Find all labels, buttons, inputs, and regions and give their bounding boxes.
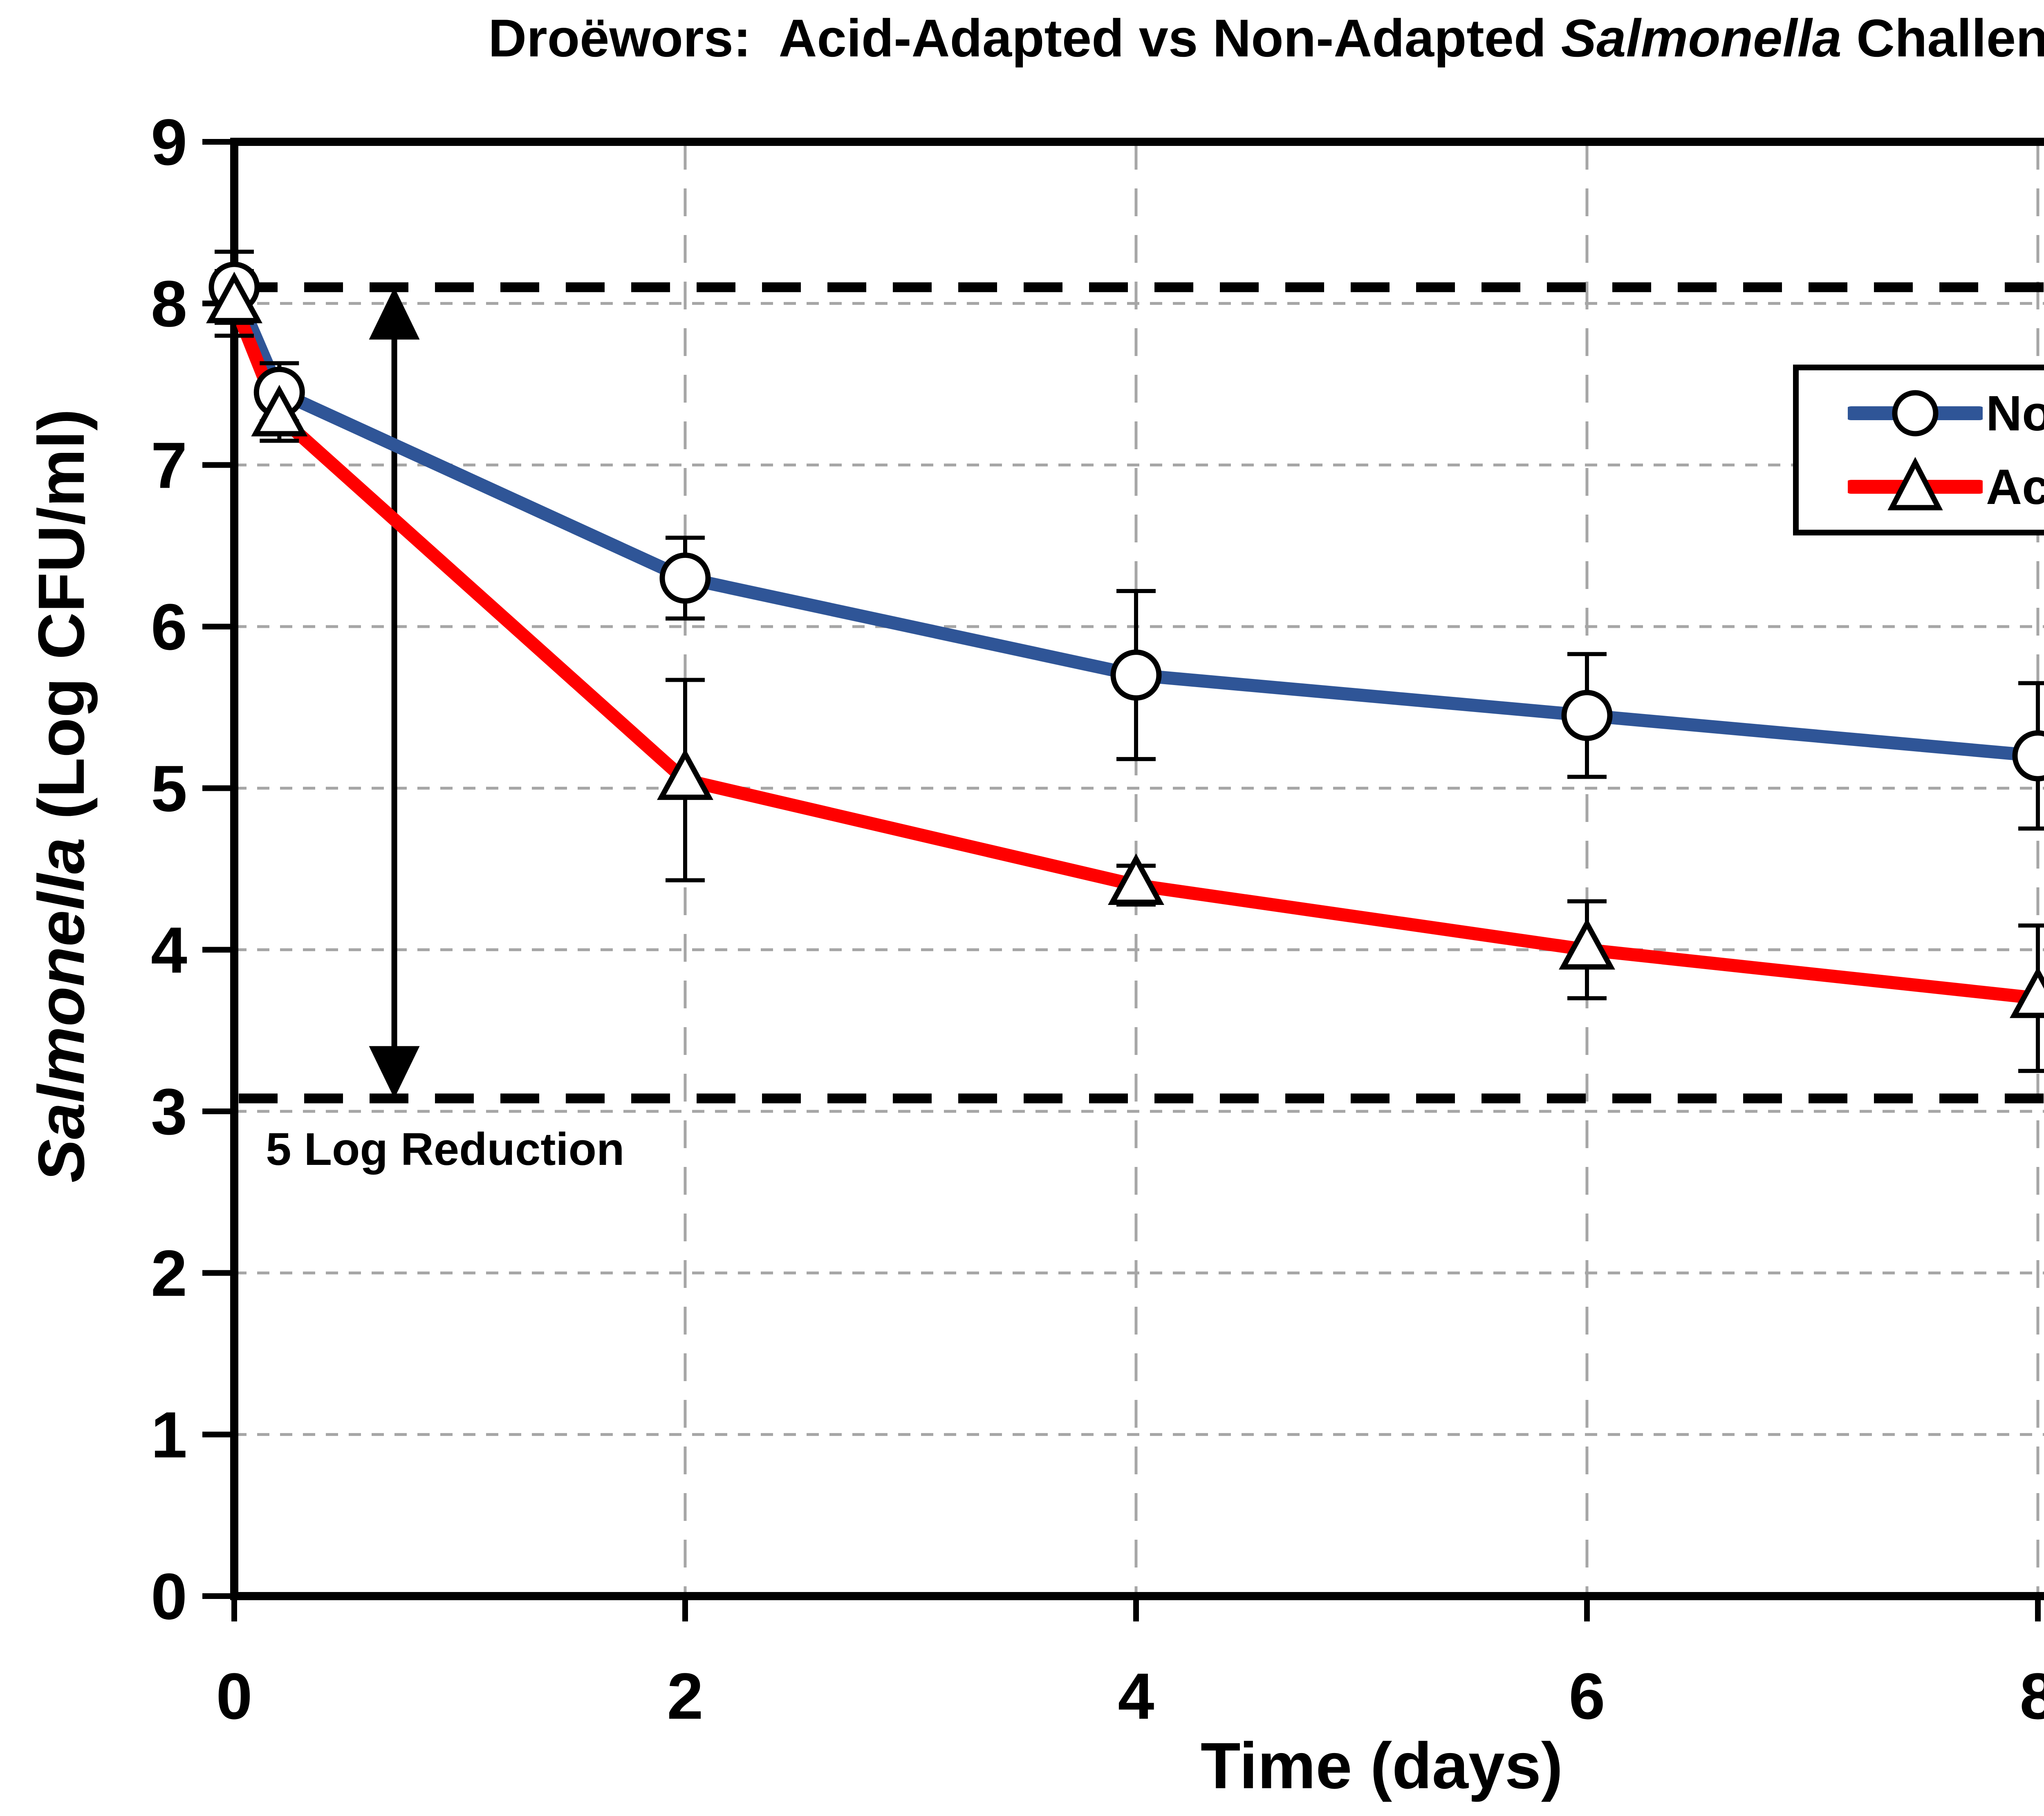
legend-item-non-adapted: Non-Adapted [1848, 383, 2044, 444]
svg-text:4: 4 [1118, 1659, 1154, 1733]
svg-text:9: 9 [151, 105, 187, 179]
chart-title-italic: Salmonella [1561, 8, 1842, 68]
svg-text:3: 3 [151, 1075, 187, 1148]
legend-label-non-adapted: Non-Adapted [1986, 385, 2044, 441]
legend-label-acid-adapted: Acid-Adapted [1986, 459, 2044, 515]
acid-adapted-line-triangle-icon [1848, 457, 1983, 511]
legend-item-acid-adapted: Acid-Adapted [1848, 456, 2044, 517]
svg-text:2: 2 [667, 1659, 704, 1733]
five-log-reduction-label: 5 Log Reduction [266, 1123, 625, 1175]
chart-title-suffix: Challenge Cultures [1856, 8, 2044, 68]
chart-title-prefix: Droëwors: Acid-Adapted vs Non-Adapted [488, 8, 1561, 68]
svg-text:1: 1 [151, 1398, 187, 1471]
svg-text:4: 4 [151, 914, 187, 987]
svg-text:8: 8 [2020, 1659, 2044, 1733]
svg-text:0: 0 [216, 1659, 253, 1733]
non-adapted-line-circle-icon [1848, 390, 1983, 437]
legend: Non-Adapted Acid-Adapted [1793, 365, 2044, 535]
svg-text:0: 0 [151, 1560, 187, 1633]
svg-text:6: 6 [151, 590, 187, 663]
svg-text:7: 7 [151, 429, 187, 502]
svg-text:5: 5 [151, 752, 187, 825]
chart-title: Droëwors: Acid-Adapted vs Non-Adapted Sa… [488, 7, 2044, 69]
svg-text:2: 2 [151, 1236, 187, 1310]
x-axis-title: Time (days) [1200, 1729, 1563, 1802]
svg-text:6: 6 [1569, 1659, 1605, 1733]
svg-text:8: 8 [151, 267, 187, 340]
